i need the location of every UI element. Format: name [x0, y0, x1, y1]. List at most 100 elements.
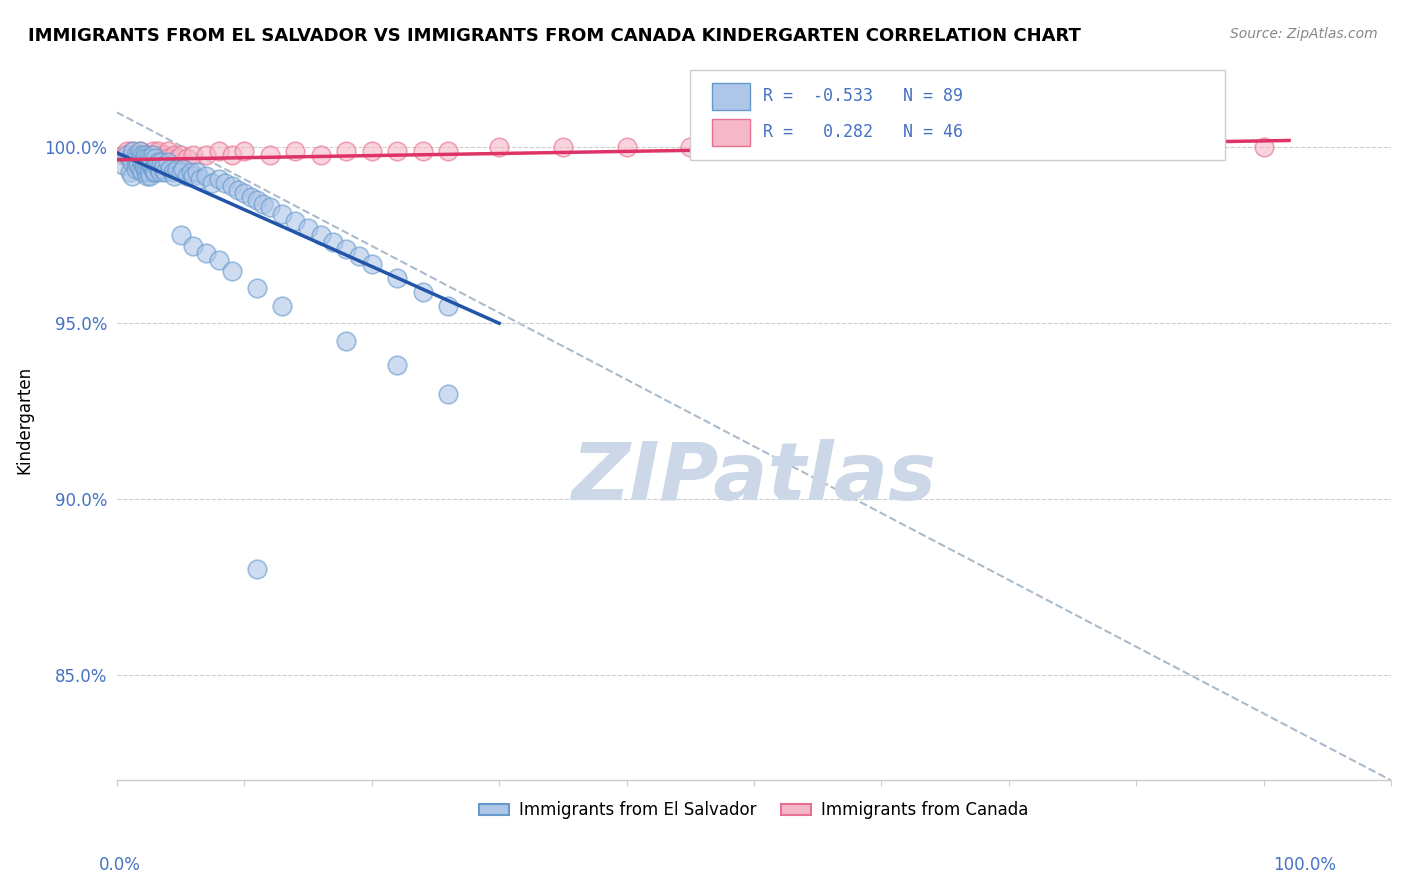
Point — [143, 151, 166, 165]
Point — [551, 140, 574, 154]
Point — [138, 151, 160, 165]
Point — [181, 169, 204, 183]
Point — [118, 165, 141, 179]
Point — [297, 221, 319, 235]
Legend: Immigrants from El Salvador, Immigrants from Canada: Immigrants from El Salvador, Immigrants … — [472, 795, 1036, 826]
Point — [138, 147, 160, 161]
Point — [221, 147, 243, 161]
Point — [226, 183, 249, 197]
Point — [347, 250, 370, 264]
Point — [679, 140, 702, 154]
Point — [412, 144, 434, 158]
Point — [385, 144, 408, 158]
Point — [131, 147, 153, 161]
Point — [1125, 140, 1147, 154]
Point — [156, 144, 179, 158]
Point — [112, 158, 135, 172]
Point — [176, 151, 198, 165]
Point — [360, 256, 382, 270]
Point — [156, 154, 179, 169]
Point — [214, 176, 236, 190]
Point — [118, 151, 141, 165]
Text: R =   0.282   N = 46: R = 0.282 N = 46 — [763, 123, 963, 142]
Bar — [711, 83, 749, 110]
Point — [208, 252, 231, 267]
Point — [136, 154, 159, 169]
Point — [309, 147, 332, 161]
Point — [141, 147, 163, 161]
Point — [128, 161, 150, 176]
Point — [252, 196, 274, 211]
Point — [131, 147, 153, 161]
Point — [135, 151, 157, 165]
Point — [195, 147, 218, 161]
Point — [335, 243, 357, 257]
Point — [166, 161, 188, 176]
Point — [128, 144, 150, 158]
Point — [997, 140, 1019, 154]
Point — [208, 172, 231, 186]
Point — [127, 151, 149, 165]
Point — [259, 200, 281, 214]
Point — [134, 151, 156, 165]
Point — [145, 158, 167, 172]
Point — [138, 165, 160, 179]
Text: 0.0%: 0.0% — [98, 856, 141, 874]
Point — [412, 285, 434, 299]
Point — [437, 386, 460, 401]
Point — [141, 161, 163, 176]
Point — [136, 169, 159, 183]
Point — [742, 140, 765, 154]
Point — [239, 190, 262, 204]
Point — [208, 144, 231, 158]
Point — [385, 359, 408, 373]
Point — [167, 151, 190, 165]
Text: IMMIGRANTS FROM EL SALVADOR VS IMMIGRANTS FROM CANADA KINDERGARTEN CORRELATION C: IMMIGRANTS FROM EL SALVADOR VS IMMIGRANT… — [28, 27, 1081, 45]
Point — [142, 165, 165, 179]
Point — [176, 169, 198, 183]
Point — [112, 147, 135, 161]
Point — [934, 140, 956, 154]
Point — [122, 144, 145, 158]
Point — [221, 263, 243, 277]
Point — [121, 169, 143, 183]
Point — [121, 154, 143, 169]
Y-axis label: Kindergarten: Kindergarten — [15, 366, 32, 474]
Point — [155, 165, 177, 179]
Point — [149, 165, 172, 179]
Point — [143, 165, 166, 179]
Point — [807, 140, 830, 154]
Point — [259, 147, 281, 161]
Point — [1253, 140, 1275, 154]
Point — [169, 147, 191, 161]
Point — [172, 161, 194, 176]
Point — [488, 140, 510, 154]
Point — [153, 158, 176, 172]
Point — [437, 299, 460, 313]
Point — [284, 144, 307, 158]
Point — [139, 154, 162, 169]
Point — [246, 281, 269, 295]
Point — [181, 147, 204, 161]
Point — [125, 147, 148, 161]
Point — [221, 179, 243, 194]
Point — [152, 161, 174, 176]
Point — [150, 151, 173, 165]
Point — [148, 161, 170, 176]
Point — [155, 147, 177, 161]
Point — [143, 151, 166, 165]
Point — [124, 147, 146, 161]
Point — [115, 144, 138, 158]
Point — [134, 161, 156, 176]
Point — [246, 562, 269, 576]
Point — [134, 147, 156, 161]
Point — [870, 140, 893, 154]
Point — [135, 165, 157, 179]
Text: R =  -0.533   N = 89: R = -0.533 N = 89 — [763, 87, 963, 105]
Point — [195, 246, 218, 260]
Point — [129, 151, 152, 165]
Point — [125, 161, 148, 176]
Point — [169, 228, 191, 243]
Point — [125, 154, 148, 169]
Point — [437, 144, 460, 158]
